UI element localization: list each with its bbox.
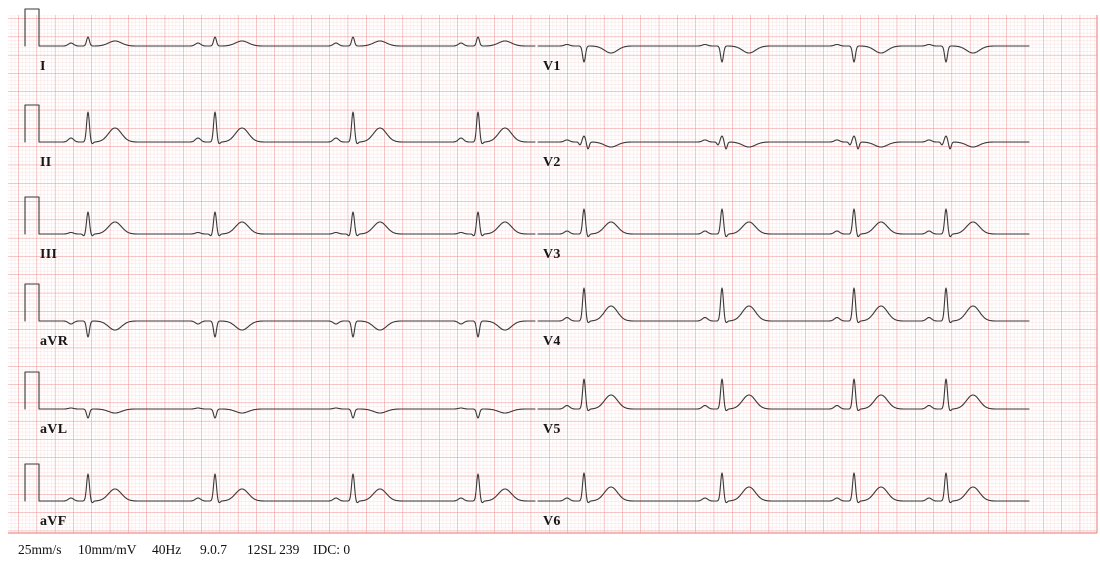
ecg-trace-V1 <box>537 43 1030 63</box>
lead-label-aVL: aVL <box>40 422 68 437</box>
ecg-trace-V6 <box>537 472 1030 504</box>
lead-label-V3: V3 <box>543 247 561 262</box>
grid-border-right-bottom <box>8 15 1098 534</box>
ecg-trace-V3 <box>537 208 1030 238</box>
ecg-trace-III <box>24 196 536 237</box>
grid-paper-area <box>8 15 1097 533</box>
footer-idc: IDC: 0 <box>313 542 351 557</box>
ecg-trace-I <box>24 8 536 47</box>
ecg-traces-group <box>24 8 1030 504</box>
lead-label-I: I <box>40 59 46 74</box>
ecg-trace-aVR <box>24 283 536 338</box>
lead-label-aVF: aVF <box>40 514 67 529</box>
lead-label-aVR: aVR <box>40 334 69 349</box>
ecg-footer: 25mm/s 10mm/mV 40Hz 9.0.7 12SL 239 IDC: 0 <box>0 540 1100 562</box>
footer-paper-speed: 25mm/s <box>18 542 62 557</box>
footer-algorithm: 12SL 239 <box>247 542 300 557</box>
lead-label-V6: V6 <box>543 514 561 529</box>
ecg-trace-aVL <box>24 371 536 419</box>
footer-filter: 40Hz <box>152 542 182 557</box>
ecg-trace-V5 <box>537 378 1030 412</box>
lead-label-V2: V2 <box>543 155 561 170</box>
ecg-trace-V4 <box>537 287 1030 324</box>
ecg-trace-V2 <box>537 135 1030 150</box>
ecg-trace-II <box>24 104 536 145</box>
lead-label-III: III <box>40 247 58 262</box>
footer-version: 9.0.7 <box>200 542 227 557</box>
ecg-trace-aVF <box>24 463 536 504</box>
lead-label-II: II <box>40 155 52 170</box>
lead-label-V4: V4 <box>543 334 561 349</box>
footer-gain: 10mm/mV <box>78 542 137 557</box>
lead-label-V5: V5 <box>543 422 561 437</box>
lead-label-V1: V1 <box>543 59 561 74</box>
